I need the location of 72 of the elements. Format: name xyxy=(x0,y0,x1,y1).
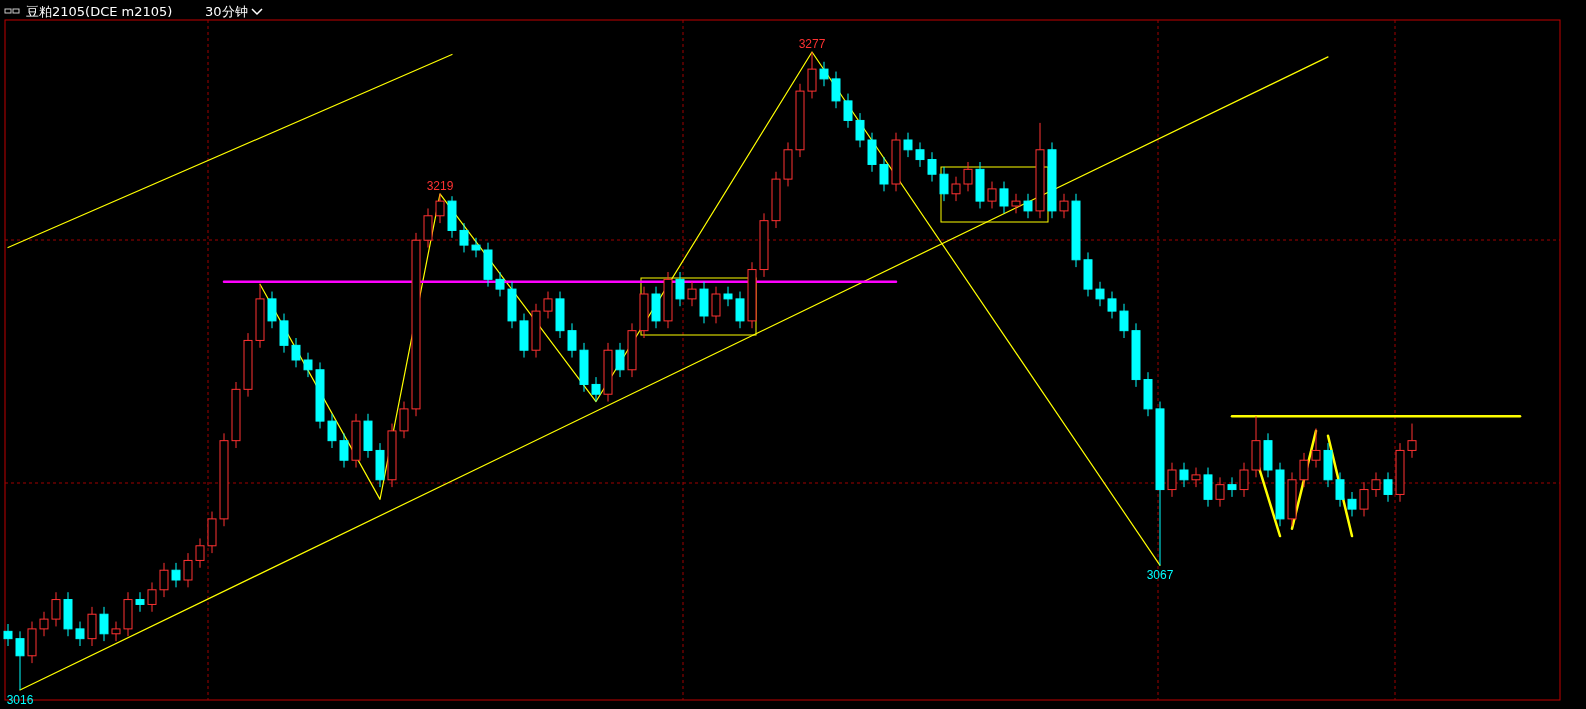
candlestick xyxy=(159,562,169,598)
candlestick xyxy=(471,237,481,258)
candlestick xyxy=(1383,471,1393,503)
candlestick xyxy=(927,151,937,183)
annotation: 3016 xyxy=(6,693,34,707)
candlestick xyxy=(99,606,109,642)
candlestick xyxy=(15,630,25,691)
candlestick xyxy=(459,222,469,253)
candlestick xyxy=(675,271,685,307)
candlestick xyxy=(1095,281,1105,307)
candlestick xyxy=(1167,462,1177,498)
annotation: 3219 xyxy=(426,178,454,193)
candlestick xyxy=(1239,462,1249,498)
candlestick xyxy=(1347,491,1357,517)
candlestick xyxy=(1359,481,1369,517)
candlestick xyxy=(111,621,121,642)
candlestick xyxy=(963,161,973,192)
candlestick xyxy=(303,352,313,378)
candlestick xyxy=(879,156,889,192)
candlestick xyxy=(1107,291,1117,319)
candlestick xyxy=(135,591,145,613)
candlestick xyxy=(819,61,829,87)
candlestick xyxy=(591,376,601,403)
candlestick xyxy=(267,291,277,329)
annotation: 3277 xyxy=(798,37,826,51)
candlestick xyxy=(1335,471,1345,508)
candlestick xyxy=(999,181,1009,214)
candlestick xyxy=(951,176,961,202)
candlestick xyxy=(807,51,817,99)
candlestick xyxy=(147,581,157,613)
candlestick xyxy=(855,112,865,148)
candlestick xyxy=(1311,427,1321,469)
candlestick xyxy=(183,552,193,588)
candlestick xyxy=(915,141,925,168)
candlestick xyxy=(1119,303,1129,339)
candlestick xyxy=(543,291,553,319)
candlestick xyxy=(327,413,337,449)
candlestick xyxy=(1215,476,1225,508)
chart-title: 豆粕2105(DCE m2105) xyxy=(26,4,173,19)
candlestick xyxy=(339,432,349,469)
candlestick xyxy=(567,322,577,359)
chart-subtitle: 30分钟 xyxy=(205,4,248,19)
candlestick xyxy=(903,132,913,158)
candlestick xyxy=(1023,193,1033,219)
candlestick xyxy=(987,181,997,209)
candlestick xyxy=(1407,423,1417,459)
candlestick xyxy=(1179,462,1189,488)
candlestick xyxy=(615,342,625,378)
candlestick xyxy=(1299,452,1309,488)
candlestick xyxy=(171,562,181,588)
candlestick xyxy=(75,621,85,647)
candlestick xyxy=(735,291,745,329)
candlestick xyxy=(687,281,697,307)
candlestick xyxy=(1227,476,1237,498)
candlestick xyxy=(39,611,49,637)
candlestick xyxy=(723,286,733,307)
candlestick xyxy=(711,286,721,324)
candlestick xyxy=(495,271,505,297)
candlestick xyxy=(939,166,949,202)
candlestick xyxy=(399,401,409,439)
annotation: 3067 xyxy=(1146,568,1174,583)
candlestick xyxy=(1059,193,1069,219)
candlestick xyxy=(1191,467,1201,488)
candlestick xyxy=(1011,193,1021,214)
candlestick xyxy=(195,537,205,569)
candlestick xyxy=(51,591,61,627)
candlestick xyxy=(3,623,13,647)
candlestick xyxy=(831,71,841,109)
candlestick xyxy=(843,93,853,129)
candlestick xyxy=(1371,471,1381,498)
candlestick xyxy=(291,337,301,368)
candlestick xyxy=(435,193,445,224)
